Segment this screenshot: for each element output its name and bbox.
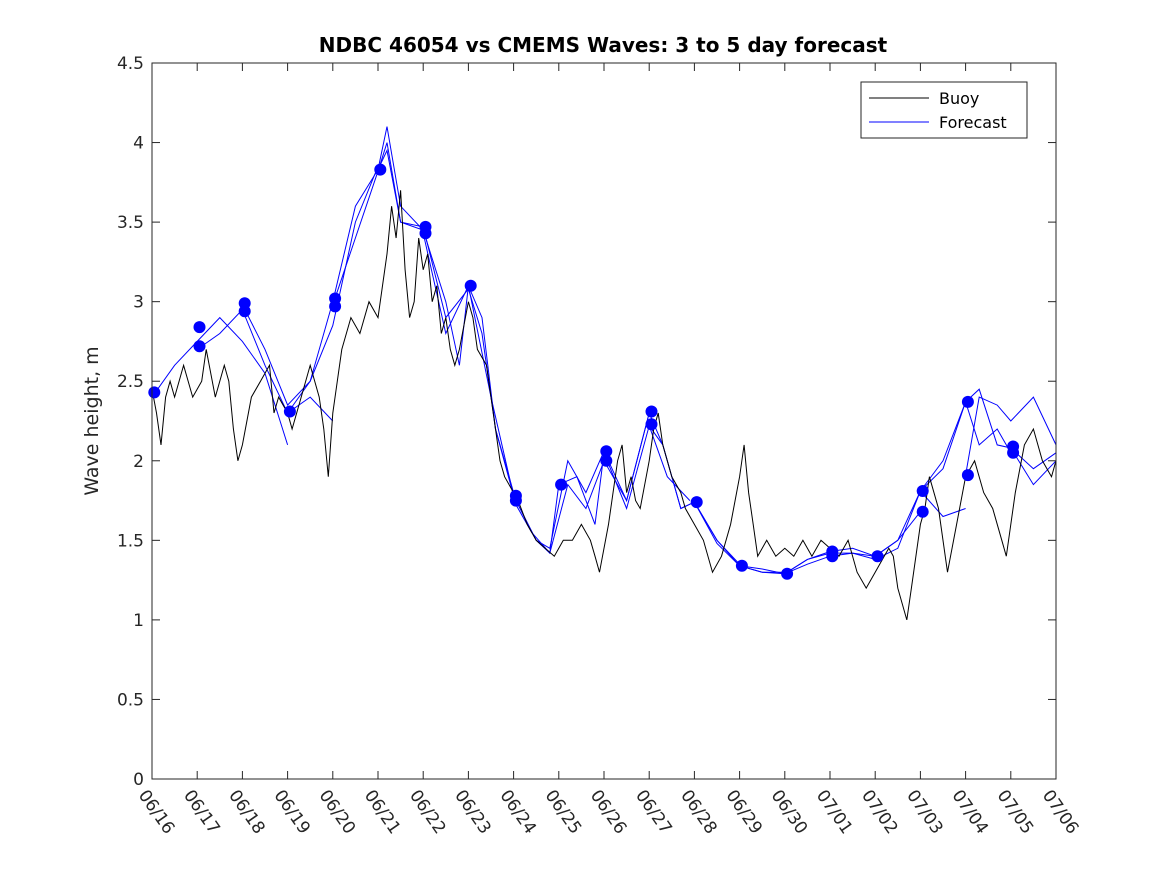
legend-box xyxy=(860,81,1028,139)
forecast-line-8 xyxy=(467,285,605,550)
forecast-marker-18 xyxy=(645,418,658,431)
forecast-marker-12 xyxy=(464,279,477,292)
forecast-marker-29 xyxy=(961,395,974,408)
forecast-line-16 xyxy=(829,490,966,560)
forecast-marker-2 xyxy=(193,340,206,353)
chart-title: NDBC 46054 vs CMEMS Waves: 3 to 5 day fo… xyxy=(319,33,888,57)
y-tick-label: 1 xyxy=(133,611,144,631)
forecast-marker-11 xyxy=(419,220,432,233)
plot-area xyxy=(148,126,1057,621)
forecast-marker-20 xyxy=(690,496,703,509)
y-tick-label: 3.5 xyxy=(117,213,144,233)
y-tick-label: 0 xyxy=(133,770,144,790)
forecast-marker-24 xyxy=(826,545,839,558)
forecast-marker-5 xyxy=(238,297,251,310)
forecast-line-13 xyxy=(693,501,831,575)
forecast-line-19 xyxy=(965,396,1057,476)
forecast-marker-16 xyxy=(600,454,613,467)
forecast-line-9 xyxy=(513,412,650,555)
forecast-marker-15 xyxy=(555,478,568,491)
legend-buoy-label: Buoy xyxy=(939,89,979,108)
forecast-marker-26 xyxy=(916,505,929,518)
forecast-marker-22 xyxy=(781,567,794,580)
forecast-marker-3 xyxy=(193,321,206,334)
forecast-marker-25 xyxy=(871,550,884,563)
legend: Buoy Forecast xyxy=(860,81,1028,139)
forecast-line-2 xyxy=(196,308,334,422)
legend-forecast-label: Forecast xyxy=(939,113,1007,132)
forecast-line-4 xyxy=(287,126,424,414)
y-tick-label: 0.5 xyxy=(117,690,144,710)
y-tick-label: 2 xyxy=(133,452,144,472)
forecast-marker-17 xyxy=(600,445,613,458)
buoy-line xyxy=(151,190,1057,621)
forecast-marker-9 xyxy=(374,163,387,176)
forecast-marker-31 xyxy=(1007,440,1020,453)
y-tick-label: 3 xyxy=(133,293,144,313)
forecast-marker-1 xyxy=(148,386,161,399)
y-tick-label: 2.5 xyxy=(117,372,144,392)
forecast-marker-14 xyxy=(509,489,522,502)
forecast-marker-8 xyxy=(329,292,342,305)
forecast-line-17 xyxy=(874,400,1012,557)
y-tick-label: 1.5 xyxy=(117,531,144,551)
forecast-marker-28 xyxy=(961,469,974,482)
forecast-line-10 xyxy=(558,424,691,525)
forecast-marker-6 xyxy=(283,405,296,418)
forecast-marker-19 xyxy=(645,405,658,418)
y-tick-label: 4.5 xyxy=(117,54,144,74)
forecast-line-18 xyxy=(919,388,1057,492)
forecast-marker-27 xyxy=(916,485,929,497)
y-axis-label: Wave height, m xyxy=(81,346,103,495)
forecast-marker-21 xyxy=(735,559,748,572)
y-tick-label: 4 xyxy=(133,134,144,154)
